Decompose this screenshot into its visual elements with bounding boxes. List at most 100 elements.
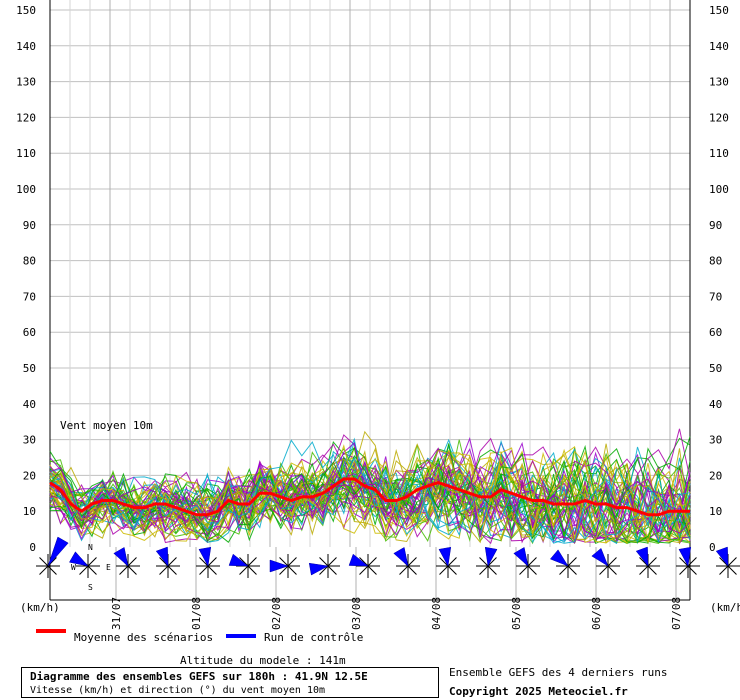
wind-arrow [635, 546, 649, 567]
legend-control-label: Run de contrôle [264, 631, 363, 644]
y-tick-left: 110 [16, 147, 36, 160]
compass-n: N [88, 543, 93, 552]
wind-direction-glyph [393, 547, 420, 578]
compass-w: W [71, 563, 76, 572]
y-tick-right: 60 [709, 326, 722, 339]
ensemble-member-line [49, 471, 691, 541]
wind-direction-glyph [155, 546, 180, 578]
ensemble-member-line [49, 452, 691, 543]
y-tick-left: 20 [23, 469, 36, 482]
wind-arrow [47, 536, 69, 567]
wind-arrow [269, 559, 289, 573]
footer-title-box: Diagramme des ensembles GEFS sur 180h : … [21, 667, 439, 698]
x-date-label: 01/08 [190, 597, 203, 630]
x-date-label: 31/07 [110, 597, 123, 630]
wind-direction-glyph [36, 536, 69, 578]
y-tick-right: 0 [709, 541, 716, 554]
wind-arrow [113, 547, 129, 567]
y-tick-right: 120 [709, 111, 729, 124]
x-date-label: 03/08 [350, 597, 363, 630]
y-tick-left: 140 [16, 40, 36, 53]
wind-direction-row [36, 536, 740, 578]
y-tick-left: 60 [23, 326, 36, 339]
x-date-label: 04/08 [430, 597, 443, 630]
x-date-label: 02/08 [270, 597, 283, 630]
y-tick-left: 80 [23, 255, 36, 268]
wind-arrow [715, 546, 729, 567]
wind-direction-glyph [591, 547, 620, 578]
y-tick-right: 70 [709, 290, 722, 303]
mean-series [49, 477, 690, 517]
ensemble-member-line [49, 430, 691, 544]
legend-mean-label: Moyenne des scénarios [74, 631, 213, 644]
compass-e: E [106, 563, 111, 572]
wind-direction-glyph [228, 553, 260, 578]
wind-arrow [678, 546, 692, 567]
wind-direction-glyph [676, 546, 700, 578]
y-tick-right: 140 [709, 40, 729, 53]
wind-direction-glyph [348, 553, 380, 578]
x-date-label: 07/08 [670, 597, 683, 630]
wind-arrow [348, 553, 369, 567]
y-tick-left: 120 [16, 111, 36, 124]
y-tick-right: 90 [709, 219, 722, 232]
wind-direction-glyph [269, 554, 300, 578]
copyright: Copyright 2025 Meteociel.fr [449, 685, 628, 698]
y-tick-left: 10 [23, 505, 36, 518]
y-tick-right: 100 [709, 183, 729, 196]
wind-arrow [155, 546, 169, 567]
y-tick-right: 80 [709, 255, 722, 268]
wind-direction-glyph [549, 549, 580, 578]
y-tick-left: 70 [23, 290, 36, 303]
wind-direction-glyph [635, 546, 660, 578]
ensemble-member-line [49, 439, 691, 543]
y-unit-left: (km/h) [20, 601, 60, 614]
y-tick-left: 100 [16, 183, 36, 196]
wind-arrow [393, 547, 409, 567]
y-tick-right: 20 [709, 469, 722, 482]
y-tick-left: 40 [23, 398, 36, 411]
wind-arrow [549, 549, 569, 567]
ensemble-member-line [49, 451, 691, 541]
wind-direction-glyph [436, 546, 460, 578]
wind-arrow [513, 547, 529, 567]
wind-arrow [438, 546, 452, 567]
wind-direction-glyph [715, 546, 740, 578]
altitude-text: Altitude du modele : 141m [180, 654, 346, 667]
x-axis-date-labels: 31/07 01/08 02/08 03/08 04/08 05/08 06/08 07/08 [110, 597, 683, 630]
wind-direction-glyph [113, 547, 140, 578]
ensemble-member-line [49, 463, 691, 544]
wind-arrow [69, 551, 89, 567]
wind-arrow [198, 546, 212, 567]
ensemble-member-line [49, 443, 691, 540]
y-tick-right: 130 [709, 76, 729, 89]
ensemble-note: Ensemble GEFS des 4 derniers runs [449, 666, 668, 679]
y-tick-right: 30 [709, 434, 722, 447]
wind-arrow [591, 547, 609, 567]
wind-arrow [228, 553, 249, 567]
compass-s: S [88, 583, 93, 592]
y-tick-left: 150 [16, 4, 36, 17]
y-tick-right: 40 [709, 398, 722, 411]
wind-arrow [484, 546, 498, 567]
mean-line [49, 477, 690, 517]
y-tick-right: 10 [709, 505, 722, 518]
y-tick-right: 150 [709, 4, 729, 17]
wind-direction-glyph [69, 551, 100, 578]
y-tick-left: 30 [23, 434, 36, 447]
wind-direction-glyph [196, 546, 220, 578]
footer-subtitle: Vitesse (km/h) et direction (°) du vent … [30, 685, 326, 696]
y-tick-left: 50 [23, 362, 36, 375]
y-unit-right: (km/h) [710, 601, 740, 614]
wind-direction-glyph [476, 546, 500, 578]
wind-arrow [308, 562, 329, 576]
y-tick-left: 0 [29, 541, 36, 554]
legend: Moyenne des scénarios Run de contrôle [36, 629, 363, 644]
x-date-label: 06/08 [590, 597, 603, 630]
y-tick-left: 90 [23, 219, 36, 232]
y-tick-right: 50 [709, 362, 722, 375]
wind-direction-glyph [513, 547, 540, 578]
y-axis-ticks: 0 0 10 10 20 20 30 30 40 40 50 50 60 60 70 70 80 80 90 90 10… [16, 4, 729, 554]
y-tick-right: 110 [709, 147, 729, 160]
